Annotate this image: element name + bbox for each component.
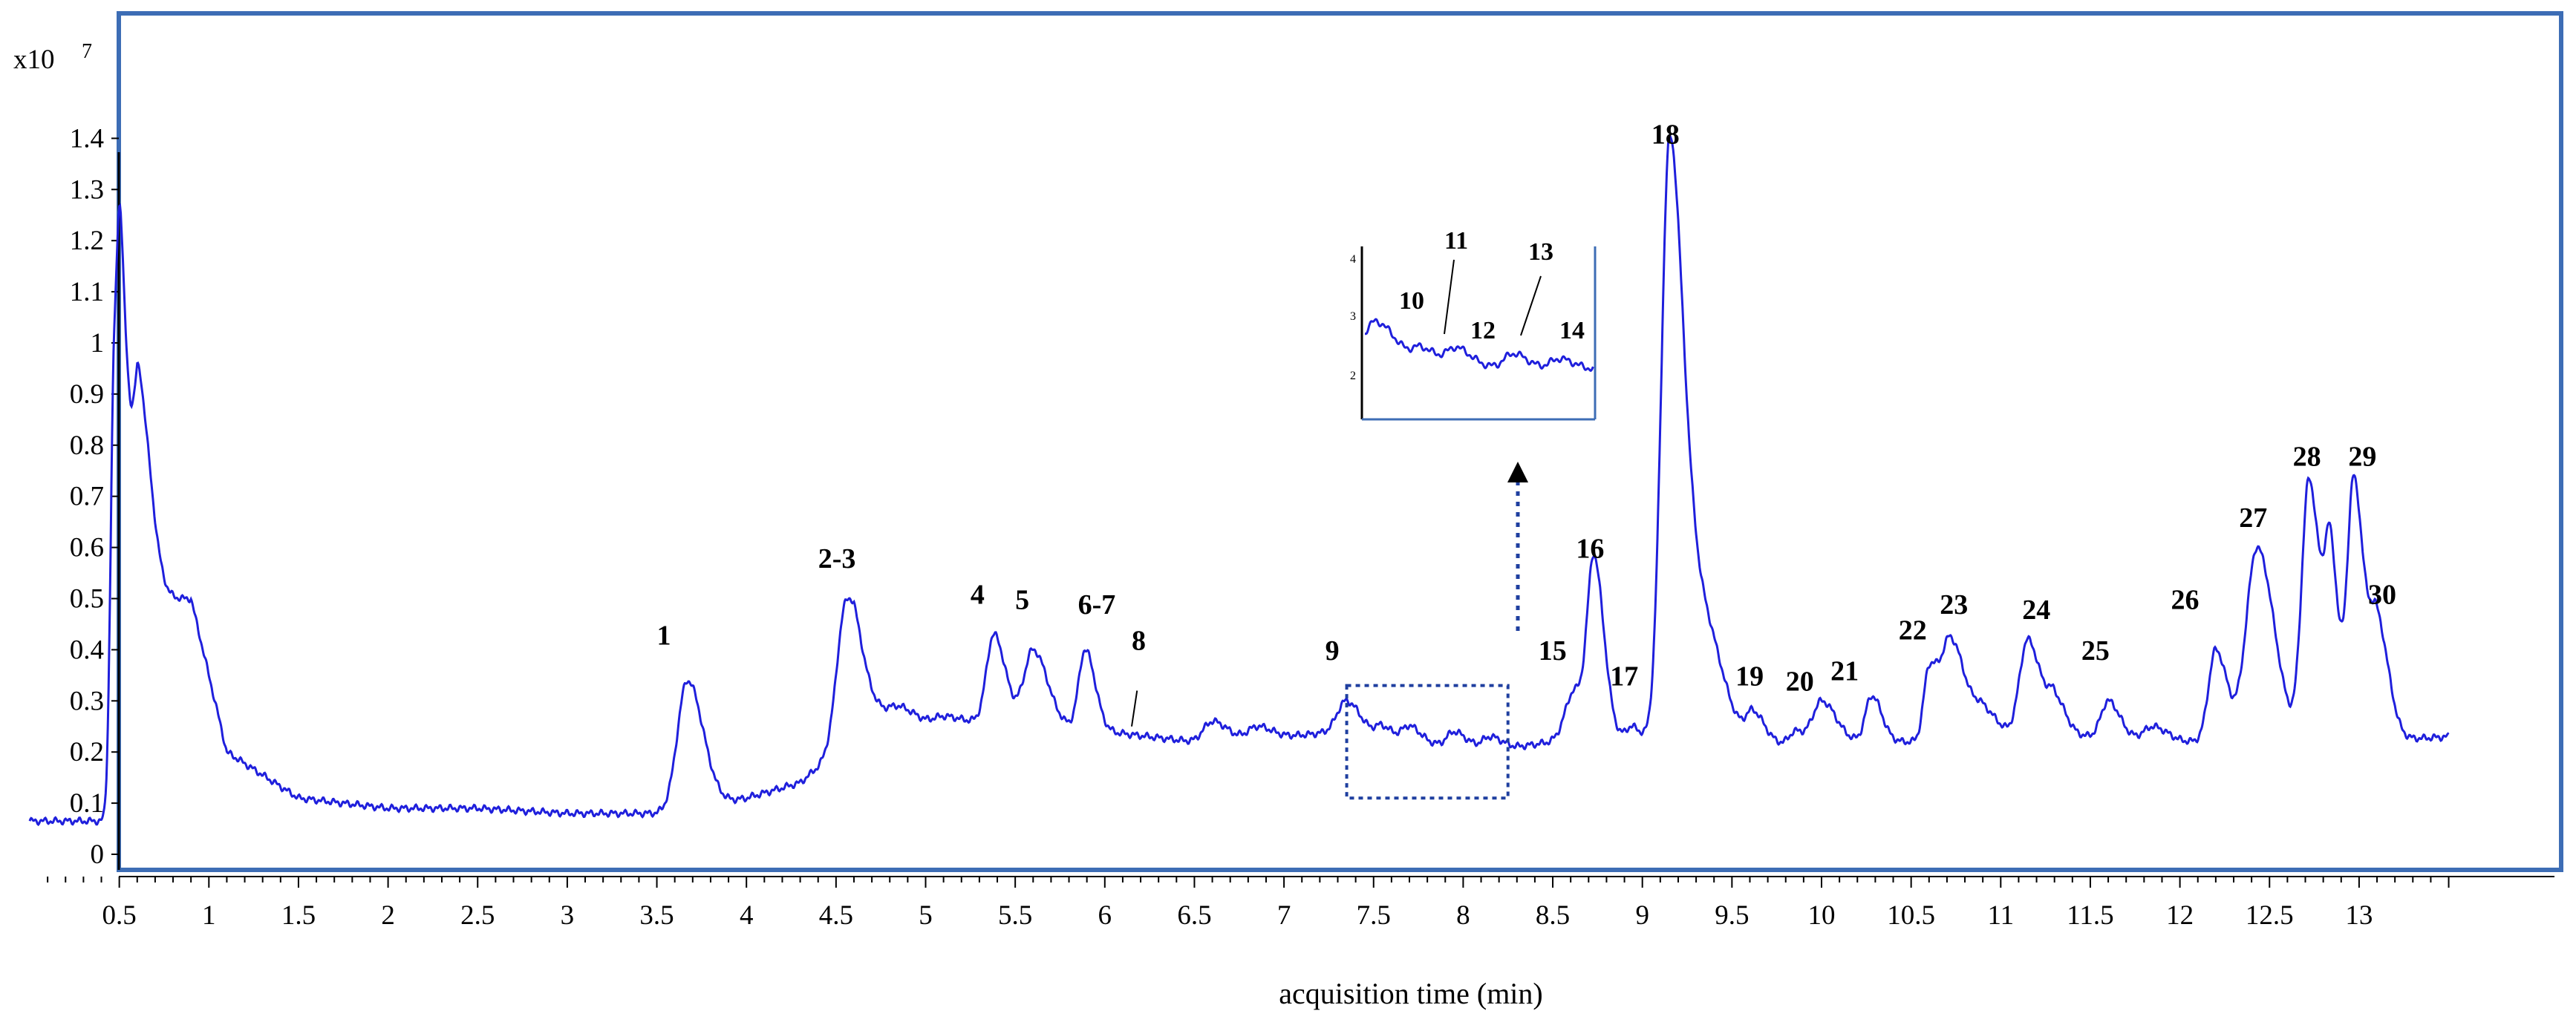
x-tick-label: 5	[919, 900, 933, 931]
x-tick-label: 4.5	[819, 900, 853, 931]
y-ticks: 0 0.1 0.2 0.3 0.4 0.5 0.6 0.7 0.8 0.9 1 1.1 1.2 1.3 1.…	[70, 123, 119, 870]
x-tick-label: 6	[1098, 900, 1112, 931]
plot-frame	[117, 11, 2563, 872]
x-tick-label: 7.5	[1357, 900, 1391, 931]
y-tick-label: 1	[91, 328, 105, 358]
series-layer	[28, 133, 2450, 827]
x-tick-label: 11	[1987, 900, 2014, 931]
inset-leader-13	[1520, 275, 1542, 336]
zoom-arrow-head	[1507, 462, 1528, 482]
peak-label: 24	[2022, 595, 2050, 626]
x-tick-label: 8.5	[1536, 900, 1570, 931]
y-tick-label: 0.4	[70, 635, 104, 665]
inset-peak-labels: 10 11 12 13 14	[1399, 227, 1585, 344]
leader-line	[1131, 690, 1138, 727]
peak-label: 30	[2368, 579, 2396, 610]
y-tick-label: 1.3	[70, 174, 104, 205]
inset-peak-label: 13	[1528, 238, 1553, 266]
x-tick-label: 12	[2166, 900, 2194, 931]
peak-label: 2-3	[818, 543, 856, 574]
inset-y-tick-label: 4	[1350, 253, 1356, 266]
peak-label: 6-7	[1078, 589, 1116, 620]
y-tick-label: 0.8	[70, 430, 104, 461]
x-tick-label: 13	[2345, 900, 2373, 931]
x-tick-label: 8	[1456, 900, 1470, 931]
x-axis-title: acquisition time (min)	[1279, 977, 1543, 1010]
x-tick-label: 7	[1277, 900, 1291, 931]
peak-label: 22	[1899, 615, 1927, 646]
peak-label: 27	[2239, 502, 2267, 534]
peak-label: 21	[1830, 656, 1859, 687]
zoom-inset: 2 3 4 10 11 12 13 14	[1350, 227, 1597, 421]
inset-y-tick-label: 2	[1350, 370, 1356, 382]
y-tick-label: 0	[91, 839, 105, 870]
y-tick-label: 0.7	[70, 482, 104, 512]
x-tick-label: 5.5	[998, 900, 1032, 931]
peak-label: 17	[1610, 661, 1638, 692]
x-tick-label: 3	[561, 900, 575, 931]
inset-peak-label: 14	[1559, 317, 1585, 344]
inset-y-ticks: 2 3 4	[1350, 253, 1356, 382]
peak-label: 29	[2348, 441, 2376, 472]
y-tick-label: 0.5	[70, 584, 104, 615]
peak-label: 1	[657, 620, 671, 652]
y-tick-label: 0.6	[70, 533, 104, 563]
y-tick-label: 0.9	[70, 379, 104, 410]
x-tick-label: 10	[1808, 900, 1836, 931]
x-tick-label: 11.5	[2067, 900, 2113, 931]
x-tick-label: 6.5	[1177, 900, 1211, 931]
x-tick-label: 12.5	[2246, 900, 2294, 931]
peak-label: 5	[1015, 584, 1029, 615]
peak-label: 18	[1651, 119, 1680, 150]
y-tick-label: 0.2	[70, 737, 104, 767]
y-tick-label: 1.1	[70, 277, 104, 307]
x-tick-label: 3.5	[639, 900, 674, 931]
peak-label: 4	[971, 579, 985, 610]
inset-peak-label: 11	[1444, 227, 1468, 255]
peak-label: 23	[1940, 589, 1968, 620]
peak-label: 16	[1576, 533, 1604, 564]
inset-series-line	[1365, 318, 1594, 372]
inset-leader-11	[1444, 259, 1455, 335]
peak-label: 20	[1786, 667, 1814, 698]
y-tick-label: 0.3	[70, 686, 104, 716]
series-line	[28, 133, 2450, 827]
peak-label: 28	[2293, 441, 2321, 472]
peak-label: 15	[1539, 635, 1567, 667]
peak-label: 8	[1132, 625, 1146, 656]
x-tick-label: 0.5	[102, 900, 137, 931]
y-tick-label: 0.1	[70, 788, 104, 819]
x-ticks: 0.5 1 1.5 2 2.5 3 3.5 4 4.5 5 5.5 6 6.5 7 7.5 8 8.5 9 9.5 1…	[47, 877, 2450, 931]
x-tick-label: 2	[381, 900, 395, 931]
x-tick-label: 9	[1635, 900, 1649, 931]
x-tick-label: 10.5	[1887, 900, 1935, 931]
x-tick-label: 1	[202, 900, 216, 931]
x-tick-label: 9.5	[1715, 900, 1749, 931]
inset-peak-label: 10	[1399, 287, 1424, 315]
inset-peak-label: 12	[1470, 317, 1496, 344]
x-tick-label: 1.5	[281, 900, 316, 931]
peak-label: 19	[1735, 661, 1764, 692]
y-tick-label: 1.2	[70, 226, 104, 256]
y-tick-label: 1.4	[70, 123, 104, 154]
peak-label: 9	[1326, 635, 1340, 667]
zoom-region-box	[1345, 684, 1510, 800]
x-tick-label: 2.5	[460, 900, 495, 931]
peak-label: 26	[2171, 584, 2200, 615]
inset-y-tick-label: 3	[1350, 310, 1356, 323]
x-tick-label: 4	[740, 900, 754, 931]
peak-label: 25	[2081, 635, 2110, 667]
y-scale-label: x10	[13, 45, 55, 75]
y-scale-exponent: 7	[82, 40, 92, 63]
